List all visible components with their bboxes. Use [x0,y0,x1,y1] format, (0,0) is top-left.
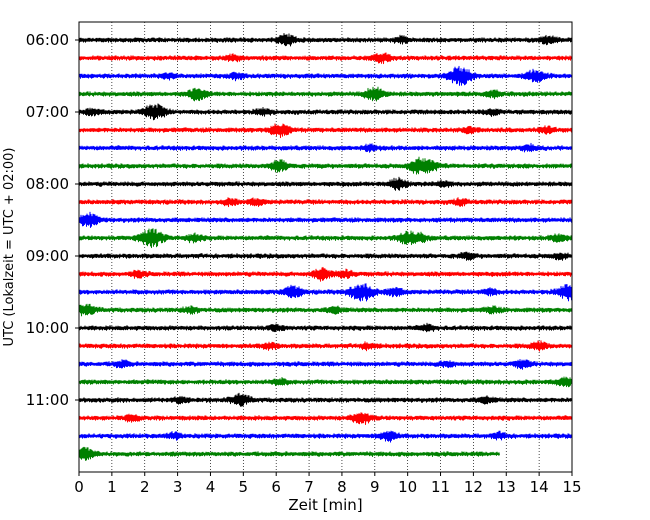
x-axis: 0 1 2 3 4 5 6 7 8 9 10 11 12 13 14 15 [74,472,582,496]
x-axis-label: Zeit [min] [288,496,362,514]
trace-row-0900 [78,251,573,261]
x-tick-label: 3 [173,478,183,496]
x-tick-label: 13 [497,478,516,496]
trace-row-0930 [78,283,573,302]
trace-row-0615 [78,52,573,65]
trace-row-0630 [78,65,573,86]
trace-row-1115 [78,412,573,425]
y-tick-label: 09:00 [26,247,69,265]
x-grid [111,22,540,472]
trace-row-1045 [78,376,573,388]
x-tick-label: 7 [304,478,314,496]
trace-row-1130 [78,430,573,443]
trace-row-0730 [78,142,573,153]
x-tick-label: 15 [562,478,581,496]
x-tick-label: 1 [107,478,117,496]
y-tick-label: 06:00 [26,31,69,49]
trace-row-0915 [78,266,573,282]
trace-row-1100 [78,392,573,407]
x-tick-label: 10 [398,478,417,496]
plot-frame [78,21,573,473]
x-tick-label: 11 [431,478,450,496]
trace-row-1030 [78,359,573,370]
x-tick-label: 9 [370,478,380,496]
trace-row-0845 [78,228,573,249]
trace-row-0600 [78,33,573,47]
y-tick-label: 11:00 [26,391,69,409]
y-tick-label: 10:00 [26,319,69,337]
x-tick-label: 5 [239,478,249,496]
trace-row-0830 [78,211,573,228]
trace-row-1145 [78,446,500,461]
trace-row-0645 [78,86,573,102]
y-tick-label: 07:00 [26,103,69,121]
trace-row-0815 [78,197,573,208]
y-axis-label: UTC (Lokalzeit = UTC + 02:00) [2,148,17,347]
trace-row-1000 [78,322,573,333]
trace-group [78,33,573,461]
x-tick-label: 8 [337,478,347,496]
trace-row-0945 [78,303,573,317]
x-tick-label: 0 [74,478,84,496]
trace-row-0700 [78,103,573,121]
x-tick-label: 4 [206,478,216,496]
x-tick-label: 12 [464,478,483,496]
y-tick-label: 08:00 [26,175,69,193]
trace-row-0715 [78,123,573,139]
x-tick-label: 2 [140,478,150,496]
x-tick-label: 14 [530,478,549,496]
trace-row-0800 [78,176,573,191]
trace-row-1015 [78,340,573,352]
y-axis: 06:00 07:00 08:00 09:00 10:00 11:00 [26,31,79,409]
trace-row-0745 [78,156,573,175]
x-tick-label: 6 [271,478,281,496]
